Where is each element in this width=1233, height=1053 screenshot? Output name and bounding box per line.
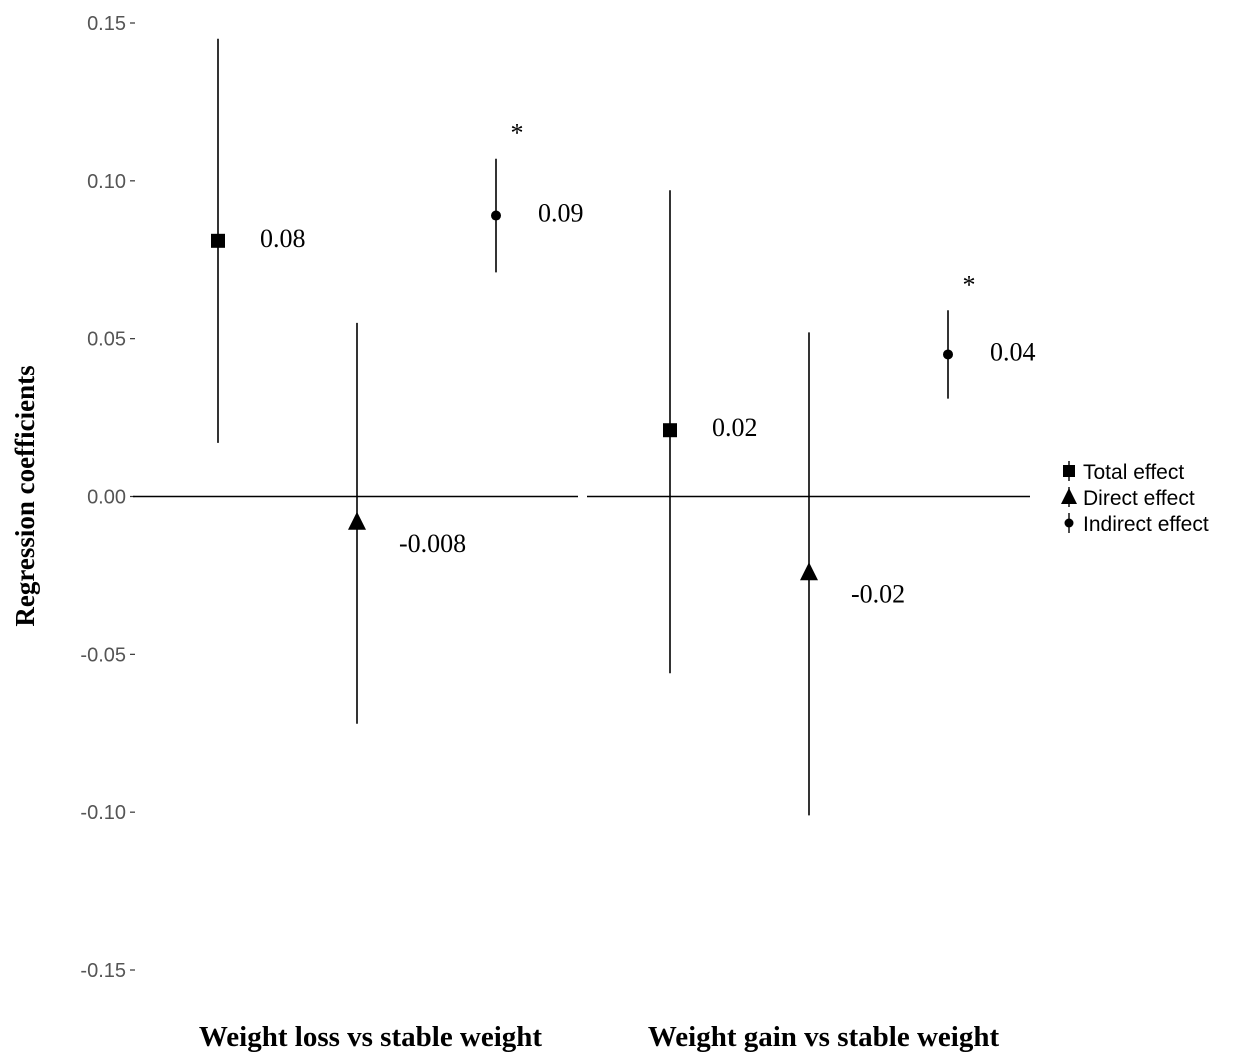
y-tick-label: -0.05 <box>80 644 126 666</box>
legend-square-icon <box>1063 465 1075 477</box>
direct-effect-point <box>348 511 366 530</box>
significance-star: * <box>963 270 976 299</box>
legend-item: Total effect <box>1063 461 1184 484</box>
y-axis-title: Regression coefficients <box>10 365 40 626</box>
direct-effect-point <box>800 562 818 581</box>
panel-2: Weight gain vs stable weight 0.02 -0.02 0.0… <box>587 190 1036 1053</box>
panel-title: Weight gain vs stable weight <box>648 1021 1000 1053</box>
panel-1: Weight loss vs stable weight 0.08 -0.008 0.… <box>133 38 584 1053</box>
legend-item: Direct effect <box>1061 487 1195 510</box>
value-label: 0.02 <box>712 413 758 442</box>
value-label: 0.08 <box>260 224 306 253</box>
legend: Total effect Direct effect Indirect effect <box>1061 461 1209 536</box>
legend-label: Total effect <box>1083 461 1184 484</box>
y-tick-label: 0.05 <box>87 329 126 351</box>
value-label: -0.02 <box>851 579 905 608</box>
value-label: -0.008 <box>399 529 466 558</box>
legend-triangle-icon <box>1061 488 1077 504</box>
legend-label: Indirect effect <box>1083 513 1209 536</box>
significance-star: * <box>511 119 524 148</box>
y-tick-label: -0.10 <box>80 802 126 824</box>
y-axis: 0.15 0.10 0.05 0.00 -0.05 -0.10 -0.15 <box>80 13 135 982</box>
total-effect-point <box>211 233 225 248</box>
legend-label: Direct effect <box>1083 487 1195 510</box>
y-tick-label: -0.15 <box>80 960 126 982</box>
y-tick-label: 0.10 <box>87 171 126 193</box>
value-label: 0.04 <box>990 337 1036 366</box>
panels: Weight loss vs stable weight 0.08 -0.008 0.… <box>133 38 1036 1053</box>
indirect-effect-point <box>943 349 953 360</box>
value-label: 0.09 <box>538 199 584 228</box>
legend-item: Indirect effect <box>1064 513 1209 536</box>
y-tick-label: 0.00 <box>87 487 126 509</box>
indirect-effect-point <box>491 210 501 221</box>
y-tick-label: 0.15 <box>87 13 126 35</box>
legend-circle-icon <box>1064 518 1074 528</box>
panel-title: Weight loss vs stable weight <box>199 1021 543 1053</box>
total-effect-point <box>663 423 677 438</box>
